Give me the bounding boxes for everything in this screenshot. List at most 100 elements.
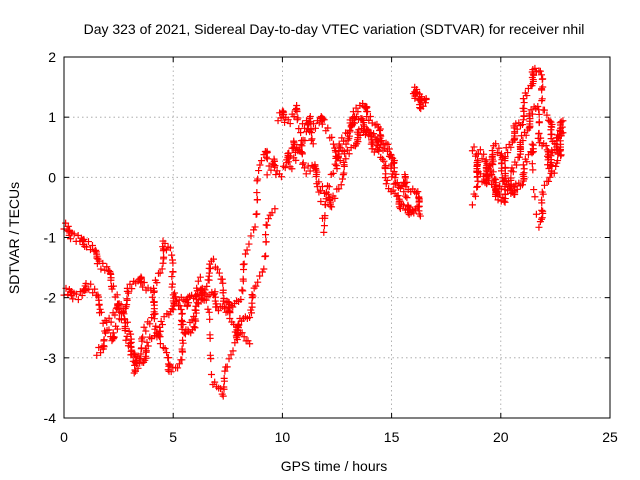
- data-point: [204, 305, 212, 313]
- data-point: [289, 144, 297, 152]
- data-point: [150, 298, 158, 306]
- data-point: [225, 355, 233, 363]
- data-point: [422, 94, 430, 102]
- data-point: [122, 336, 130, 344]
- data-point: [84, 238, 92, 246]
- data-point: [528, 149, 536, 157]
- data-point: [97, 349, 105, 357]
- data-point: [307, 136, 315, 144]
- data-point: [176, 302, 184, 310]
- data-point: [494, 196, 502, 204]
- data-point: [267, 166, 275, 174]
- data-point: [306, 167, 314, 175]
- data-point: [361, 131, 369, 139]
- data-point: [340, 147, 348, 155]
- data-point: [160, 253, 168, 261]
- data-point: [193, 287, 201, 295]
- data-point: [308, 135, 316, 143]
- data-point: [234, 322, 242, 330]
- data-point: [152, 322, 160, 330]
- data-point: [156, 269, 164, 277]
- data-point: [178, 356, 186, 364]
- data-point: [332, 162, 340, 170]
- data-point: [504, 149, 512, 157]
- data-point: [69, 295, 77, 303]
- data-point: [220, 377, 228, 385]
- data-point: [349, 114, 357, 122]
- data-point: [221, 304, 229, 312]
- data-point: [140, 279, 148, 287]
- data-point: [320, 222, 328, 230]
- data-point: [103, 263, 111, 271]
- data-point: [346, 128, 354, 136]
- data-point: [340, 158, 348, 166]
- data-point: [293, 107, 301, 115]
- data-point: [211, 378, 219, 386]
- data-point: [126, 280, 134, 288]
- data-point: [473, 183, 481, 191]
- data-point: [245, 240, 253, 248]
- series-track-a: [60, 147, 271, 377]
- data-point: [67, 235, 75, 243]
- data-point: [336, 157, 344, 165]
- data-point: [380, 157, 388, 165]
- data-point: [166, 244, 174, 252]
- data-point: [546, 173, 554, 181]
- data-point: [366, 113, 374, 121]
- data-point: [302, 170, 310, 178]
- data-point: [512, 180, 520, 188]
- data-point: [156, 340, 164, 348]
- data-point: [364, 108, 372, 116]
- data-point: [300, 164, 308, 172]
- data-point: [263, 171, 271, 179]
- data-point: [558, 123, 566, 131]
- data-point: [520, 99, 528, 107]
- data-point: [197, 296, 205, 304]
- data-point: [538, 199, 546, 207]
- data-point: [121, 327, 129, 334]
- data-point: [214, 307, 222, 315]
- y-tick-label: -3: [44, 350, 57, 366]
- data-point: [93, 351, 101, 359]
- data-point: [155, 331, 163, 339]
- data-point: [553, 141, 561, 149]
- data-point: [264, 215, 272, 223]
- data-point: [229, 347, 237, 355]
- data-point: [246, 340, 254, 348]
- data-point: [244, 337, 252, 345]
- data-point: [501, 153, 509, 161]
- data-point: [195, 300, 203, 308]
- data-point: [164, 360, 172, 368]
- data-point: [95, 300, 103, 308]
- data-point: [480, 150, 488, 158]
- data-point: [396, 197, 404, 205]
- data-point: [82, 279, 90, 287]
- data-point: [392, 179, 400, 187]
- data-point: [487, 166, 495, 174]
- data-point: [385, 145, 393, 153]
- data-point: [144, 342, 152, 350]
- data-point: [211, 293, 219, 301]
- data-point: [321, 212, 329, 220]
- data-point: [520, 107, 528, 115]
- x-tick-label: 20: [493, 429, 509, 445]
- data-point: [215, 269, 223, 277]
- data-point: [531, 193, 539, 201]
- series-track-b: [60, 205, 279, 400]
- data-point: [542, 142, 550, 150]
- data-point: [324, 182, 332, 190]
- data-point: [390, 180, 398, 188]
- data-point: [238, 286, 246, 294]
- series-track-f: [283, 113, 423, 202]
- data-point: [513, 161, 521, 169]
- data-point: [262, 149, 270, 157]
- data-point: [473, 161, 481, 169]
- data-point: [473, 167, 481, 175]
- data-point: [512, 120, 520, 128]
- data-point: [546, 161, 554, 169]
- data-point: [470, 143, 478, 151]
- data-point: [547, 126, 555, 134]
- data-point: [526, 115, 534, 123]
- data-point: [536, 67, 544, 75]
